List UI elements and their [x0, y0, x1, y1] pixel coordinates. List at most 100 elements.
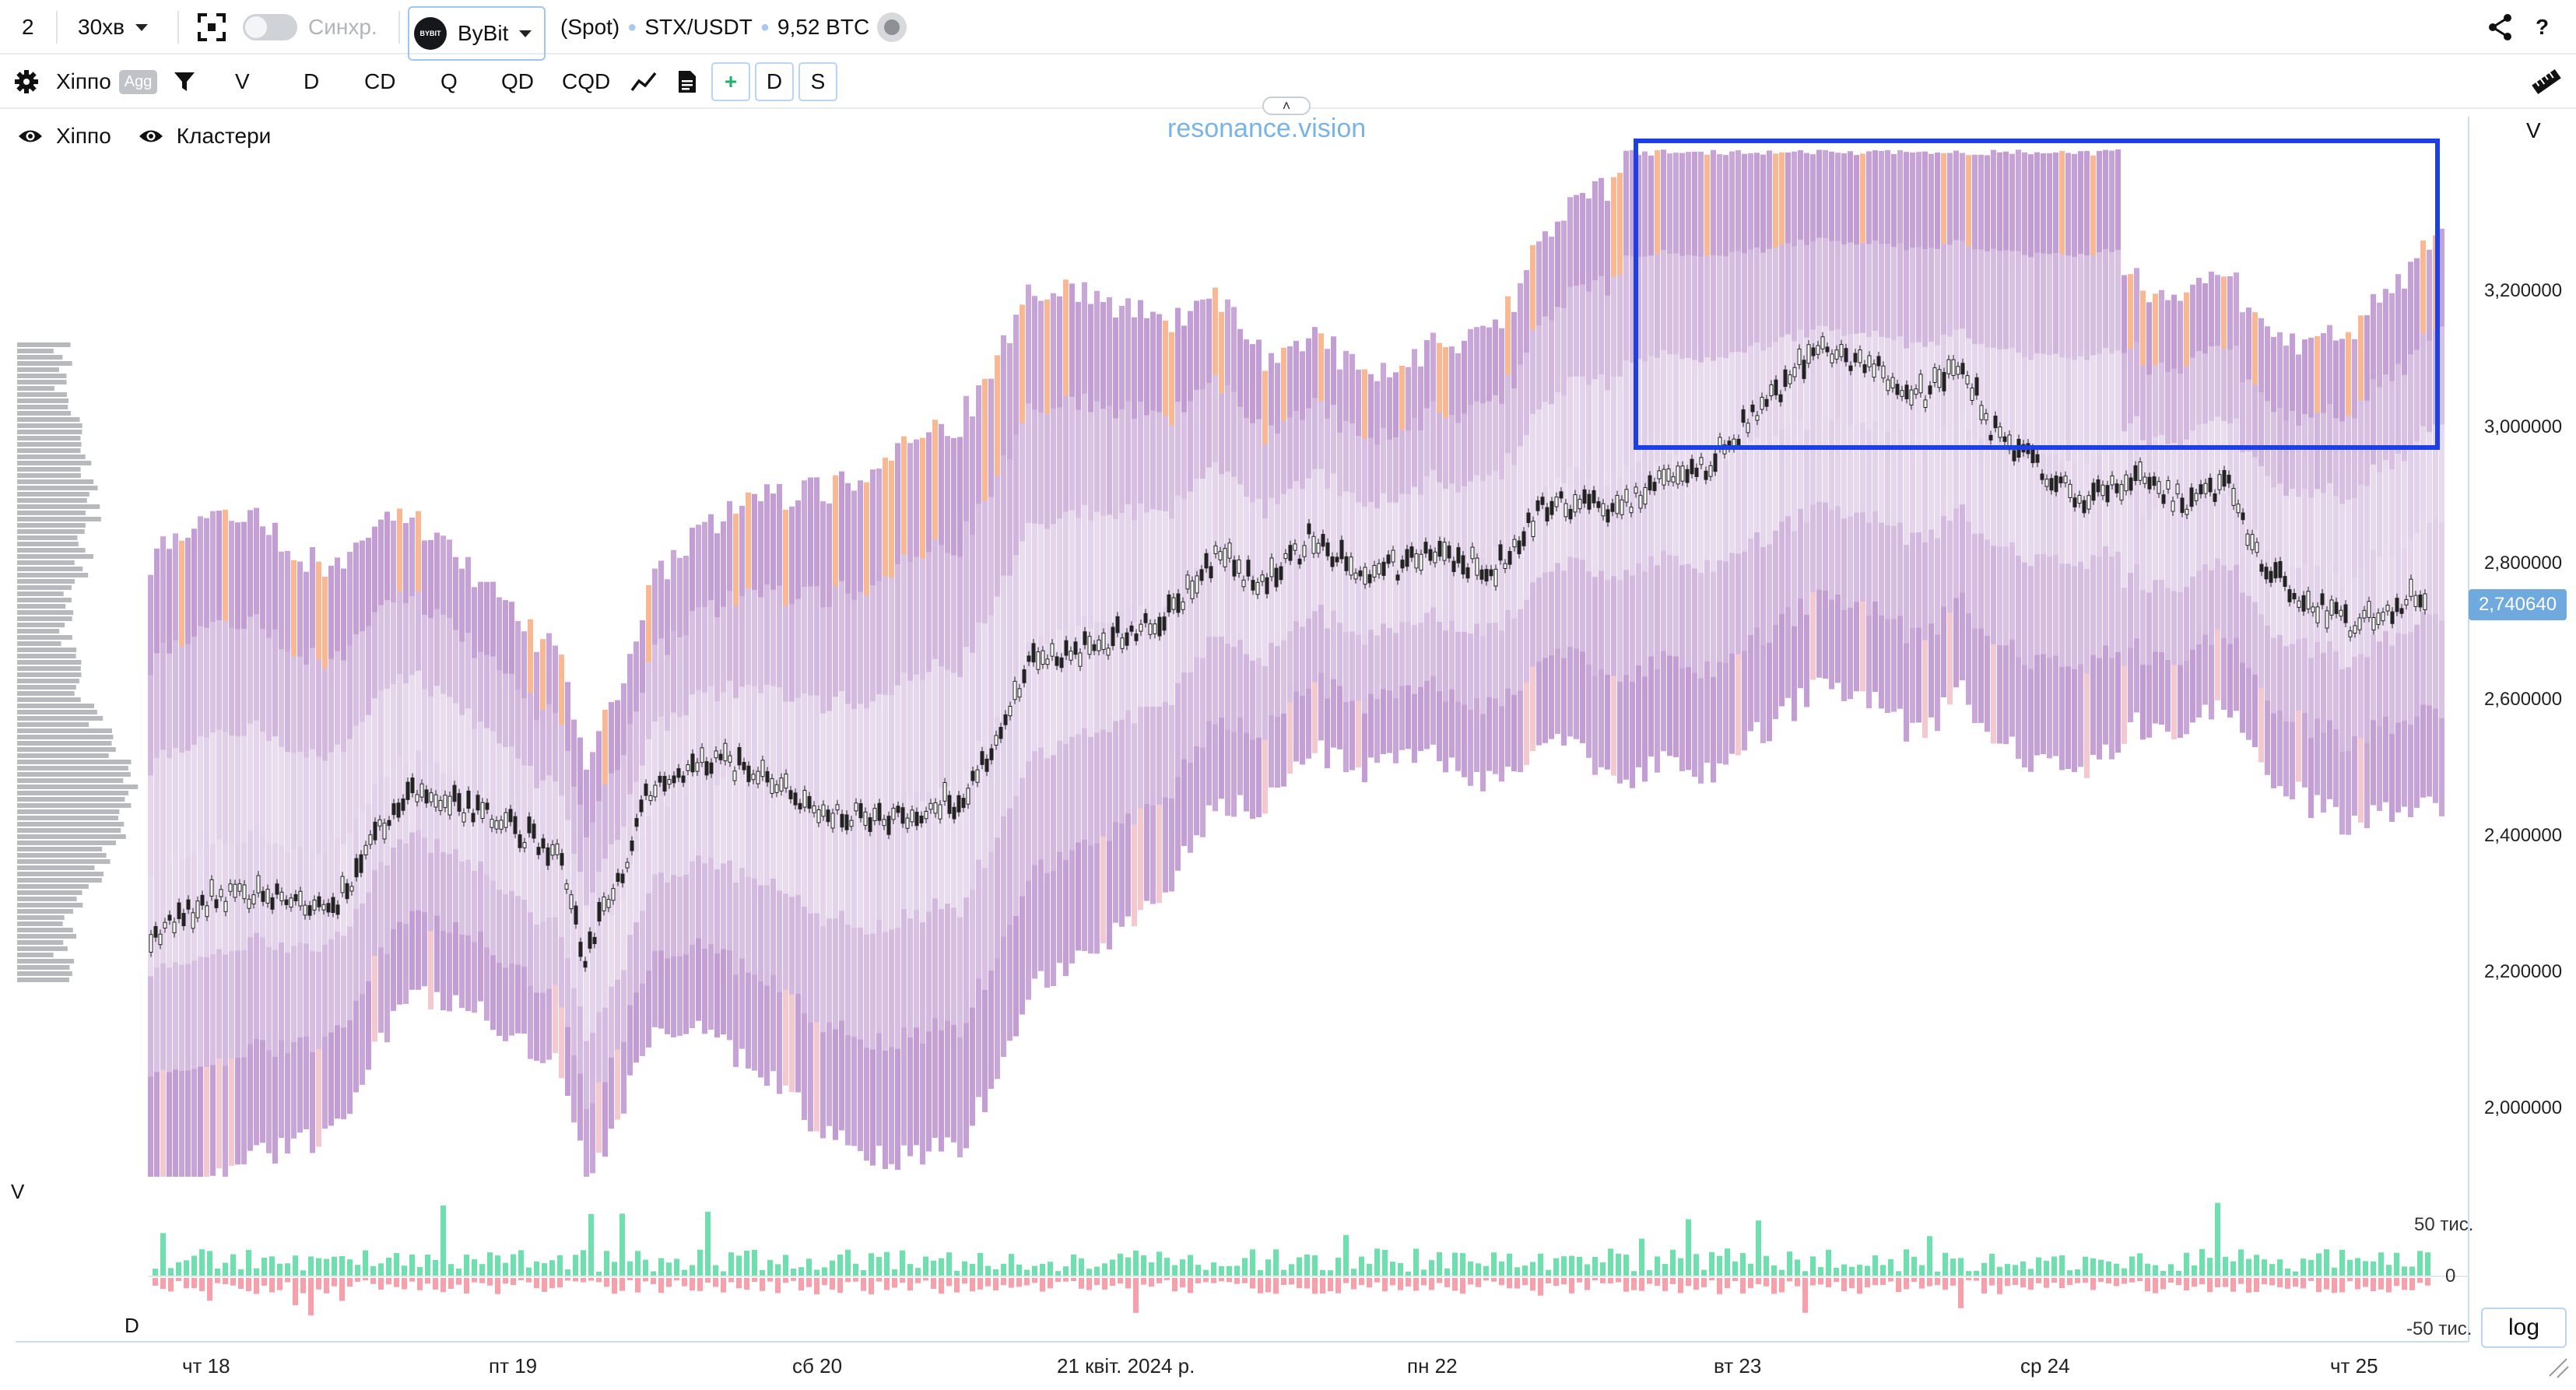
legend-item-hippo[interactable]: Хіппо	[17, 124, 111, 149]
heatmap-cell	[154, 1072, 160, 1177]
delta-bar	[1125, 1278, 1131, 1289]
candle	[2278, 556, 2283, 583]
delta-bar	[2051, 1278, 2057, 1283]
heatmap-cell	[1381, 623, 1386, 690]
add-indicator-button[interactable]: +	[711, 62, 750, 101]
log-scale-button[interactable]: log	[2481, 1308, 2567, 1348]
candle-body	[2030, 448, 2035, 464]
sync-toggle[interactable]	[243, 14, 297, 40]
heatmap-cell	[2059, 151, 2065, 254]
heatmap-cell	[1169, 425, 1174, 519]
heatmap-cell	[1374, 699, 1380, 763]
candle-body	[984, 758, 989, 772]
heatmap-cell	[1960, 153, 1965, 241]
candle-body	[1690, 458, 1694, 475]
heatmap-cell	[1960, 592, 1965, 681]
candle-body	[2325, 610, 2329, 629]
candle-body	[2343, 604, 2348, 623]
heatmap-cell	[1667, 354, 1672, 455]
d-toggle-button[interactable]: D	[755, 62, 794, 101]
delta-bar	[2285, 1278, 2290, 1289]
resize-handle-icon[interactable]	[2549, 1358, 2569, 1378]
symbol-info[interactable]: (Spot) ● STX/USDT ● 9,52 BTC	[560, 0, 907, 54]
layout-count-button[interactable]: 2	[22, 0, 34, 54]
heatmap-cell	[1100, 302, 1106, 409]
indicator-cqd-button[interactable]: CQD	[562, 54, 610, 109]
volume-bar	[526, 1267, 532, 1276]
sync-toggle-group[interactable]: Синхр.	[243, 0, 377, 54]
legend-item-clusters[interactable]: Кластери	[138, 124, 271, 149]
indicator-hippo-button[interactable]: Хіппо Agg	[56, 54, 158, 109]
indicator-d-button[interactable]: D	[304, 54, 319, 109]
heatmap-cell	[2339, 669, 2345, 753]
heatmap-cell	[1312, 398, 1318, 469]
profile-bar	[17, 928, 73, 932]
heatmap-cell	[1076, 842, 1081, 951]
line-chart-button[interactable]	[630, 54, 657, 109]
volume-bar	[425, 1254, 430, 1276]
filter-button[interactable]	[173, 54, 196, 109]
candle	[2091, 478, 2096, 505]
delta-bar	[1927, 1278, 1932, 1286]
heatmap-cell	[665, 579, 670, 655]
heatmap-cell	[733, 882, 739, 975]
indicator-qd-button[interactable]: QD	[501, 54, 534, 109]
heatmap-cell	[1580, 560, 1585, 652]
settings-button[interactable]	[14, 54, 39, 109]
fullscreen-button[interactable]	[196, 0, 227, 54]
selection-rectangle[interactable]	[1634, 139, 2440, 450]
candle-body	[2040, 473, 2044, 480]
candle	[611, 883, 616, 905]
volume-bar	[2176, 1271, 2181, 1276]
heatmap-cell	[1132, 824, 1137, 927]
eye-icon[interactable]	[17, 128, 44, 145]
help-button[interactable]: ?	[2536, 0, 2549, 54]
candle-body	[630, 841, 634, 851]
heatmap-cell	[1213, 724, 1218, 812]
agg-badge[interactable]: Agg	[118, 69, 158, 94]
notes-button[interactable]	[677, 54, 697, 109]
candle	[1064, 636, 1069, 661]
heatmap-cell	[602, 1082, 608, 1157]
heatmap-cell	[1767, 248, 1772, 348]
heatmap-cell	[1767, 150, 1772, 249]
candle	[961, 793, 966, 813]
interval-select[interactable]: 30хв	[78, 0, 149, 54]
candle	[1960, 358, 1965, 379]
profile-bar	[17, 897, 77, 901]
heatmap-cell	[1349, 353, 1355, 423]
heatmap-cell	[1318, 401, 1324, 469]
heatmap-cell	[1542, 486, 1548, 573]
candle	[1125, 628, 1129, 651]
candle	[574, 901, 578, 929]
heatmap-cell	[2209, 420, 2214, 496]
heatmap-cell	[1362, 437, 1367, 507]
heatmap-cell	[1107, 732, 1112, 841]
candle	[1195, 570, 1199, 598]
ruler-button[interactable]	[2531, 54, 2562, 109]
collapse-toolbar-button[interactable]: ˄	[1262, 97, 1311, 115]
delta-bar	[355, 1278, 360, 1282]
delta-bar	[347, 1278, 353, 1287]
exchange-select[interactable]: BYBIT ByBit	[408, 6, 546, 61]
delta-bar	[2020, 1278, 2026, 1288]
heatmap-cell	[746, 588, 751, 685]
candle	[504, 808, 508, 833]
candle	[447, 792, 452, 820]
indicator-v-button[interactable]: V	[235, 54, 250, 109]
eye-icon[interactable]	[138, 128, 164, 145]
share-button[interactable]	[2487, 0, 2514, 54]
heatmap-cell	[584, 769, 589, 838]
heatmap-cell	[1530, 582, 1535, 667]
indicator-q-button[interactable]: Q	[440, 54, 458, 109]
price-chart[interactable]	[0, 109, 2576, 1390]
volume-bar	[1297, 1257, 1302, 1276]
heatmap-cell	[1655, 150, 1660, 254]
indicator-cd-button[interactable]: CD	[364, 54, 395, 109]
heatmap-cell	[932, 539, 938, 659]
heatmap-cell	[2302, 489, 2308, 563]
delta-bar	[985, 1278, 991, 1286]
heatmap-cell	[335, 837, 340, 932]
volume-bar	[285, 1263, 290, 1276]
s-toggle-button[interactable]: S	[798, 62, 837, 101]
